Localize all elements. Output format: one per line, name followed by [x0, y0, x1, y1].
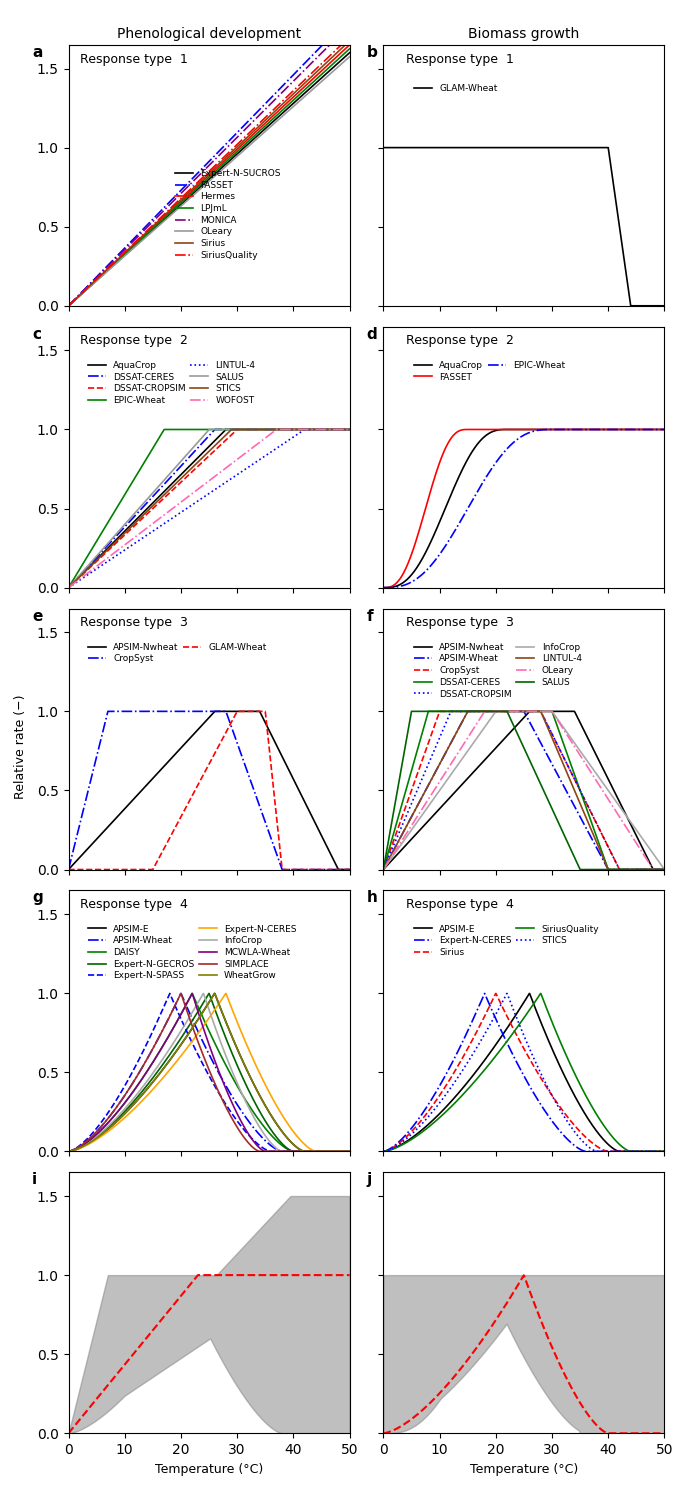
EPIC-Wheat — [408, 573, 416, 591]
GLAM-Wheat — [345, 860, 353, 878]
GLAM-Wheat — [284, 860, 292, 878]
CropSyst — [64, 860, 73, 878]
GLAM-Wheat — [289, 860, 297, 878]
CropSyst — [258, 803, 266, 821]
AquaCrop — [493, 421, 501, 439]
APSIM-Nwheat — [188, 727, 197, 745]
AquaCrop — [379, 579, 388, 597]
Text: i: i — [32, 1172, 37, 1187]
FASSET — [599, 421, 607, 439]
EPIC-Wheat — [573, 421, 581, 439]
CropSyst — [345, 860, 353, 878]
APSIM-Nwheat — [284, 760, 292, 778]
Text: Response type  4: Response type 4 — [406, 899, 514, 911]
CropSyst — [178, 702, 186, 720]
APSIM-Nwheat — [345, 860, 353, 878]
Text: j: j — [366, 1172, 372, 1187]
Text: Response type  1: Response type 1 — [79, 52, 188, 66]
Text: g: g — [32, 890, 42, 905]
Legend: AquaCrop, FASSET, EPIC-Wheat: AquaCrop, FASSET, EPIC-Wheat — [410, 357, 569, 385]
Legend: APSIM-E, Expert-N-CERES, Sirius, SiriusQuality, STICS: APSIM-E, Expert-N-CERES, Sirius, SiriusQ… — [410, 921, 603, 960]
GLAM-Wheat — [93, 860, 101, 878]
CropSyst — [188, 702, 197, 720]
CropSyst — [104, 702, 112, 720]
FASSET — [603, 421, 612, 439]
Text: Response type  2: Response type 2 — [406, 334, 514, 348]
Text: Relative rate (−): Relative rate (−) — [14, 694, 27, 799]
AquaCrop — [408, 566, 416, 584]
AquaCrop — [503, 421, 511, 439]
AquaCrop — [503, 421, 512, 439]
Line: APSIM-Nwheat: APSIM-Nwheat — [68, 711, 349, 869]
CropSyst — [284, 860, 292, 878]
AquaCrop — [573, 421, 581, 439]
FASSET — [464, 421, 472, 439]
FASSET — [503, 421, 512, 439]
CropSyst — [289, 860, 297, 878]
APSIM-Nwheat — [64, 860, 73, 878]
Text: Response type  3: Response type 3 — [406, 617, 514, 630]
FASSET — [493, 421, 501, 439]
Text: a: a — [32, 45, 42, 60]
X-axis label: Temperature (°C): Temperature (°C) — [470, 1463, 578, 1475]
Legend: APSIM-E, APSIM-Wheat, DAISY, Expert-N-GECROS, Expert-N-SPASS, Expert-N-CERES, In: APSIM-E, APSIM-Wheat, DAISY, Expert-N-GE… — [84, 921, 300, 984]
Text: Response type  3: Response type 3 — [79, 617, 188, 630]
AquaCrop — [660, 421, 669, 439]
Text: Response type  1: Response type 1 — [406, 52, 514, 66]
GLAM-Wheat — [258, 702, 266, 720]
EPIC-Wheat — [503, 439, 511, 457]
APSIM-Nwheat — [289, 769, 297, 787]
FASSET — [408, 543, 416, 561]
Legend: APSIM-Nwheat, CropSyst, GLAM-Wheat: APSIM-Nwheat, CropSyst, GLAM-Wheat — [84, 639, 271, 667]
EPIC-Wheat — [379, 579, 388, 597]
FASSET — [660, 421, 669, 439]
Legend: AquaCrop, DSSAT-CERES, DSSAT-CROPSIM, EPIC-Wheat, LINTUL-4, SALUS, STICS, WOFOST: AquaCrop, DSSAT-CERES, DSSAT-CROPSIM, EP… — [84, 357, 259, 409]
EPIC-Wheat — [548, 421, 556, 439]
Text: b: b — [366, 45, 377, 60]
FASSET — [379, 579, 388, 597]
EPIC-Wheat — [603, 421, 612, 439]
EPIC-Wheat — [660, 421, 669, 439]
AquaCrop — [603, 421, 612, 439]
Legend: Expert-N-SUCROS, FASSET, Hermes, LPJmL, MONICA, OLeary, Sirius, SiriusQuality: Expert-N-SUCROS, FASSET, Hermes, LPJmL, … — [171, 166, 284, 264]
Legend: APSIM-Nwheat, APSIM-Wheat, CropSyst, DSSAT-CERES, DSSAT-CROPSIM, InfoCrop, LINTU: APSIM-Nwheat, APSIM-Wheat, CropSyst, DSS… — [410, 639, 585, 702]
EPIC-Wheat — [493, 452, 501, 470]
GLAM-Wheat — [178, 806, 186, 824]
Text: Response type  2: Response type 2 — [79, 334, 188, 348]
Text: Response type  4: Response type 4 — [79, 899, 188, 911]
AquaCrop — [599, 421, 607, 439]
FASSET — [573, 421, 581, 439]
Line: CropSyst: CropSyst — [68, 711, 349, 869]
APSIM-Nwheat — [178, 738, 186, 755]
APSIM-Nwheat — [211, 702, 219, 720]
Line: AquaCrop: AquaCrop — [384, 430, 664, 588]
Text: c: c — [32, 327, 41, 342]
X-axis label: Temperature (°C): Temperature (°C) — [155, 1463, 263, 1475]
GLAM-Wheat — [233, 702, 241, 720]
APSIM-Nwheat — [93, 830, 101, 848]
Text: d: d — [366, 327, 377, 342]
EPIC-Wheat — [599, 421, 607, 439]
Line: EPIC-Wheat: EPIC-Wheat — [384, 430, 664, 588]
Text: e: e — [32, 609, 42, 624]
GLAM-Wheat — [188, 787, 197, 805]
Text: h: h — [366, 890, 377, 905]
APSIM-Nwheat — [258, 706, 266, 724]
Line: FASSET: FASSET — [384, 430, 664, 588]
Title: Biomass growth: Biomass growth — [469, 27, 580, 40]
GLAM-Wheat — [64, 860, 73, 878]
Text: f: f — [366, 609, 373, 624]
CropSyst — [93, 745, 101, 763]
Line: GLAM-Wheat: GLAM-Wheat — [68, 711, 349, 869]
Legend: GLAM-Wheat: GLAM-Wheat — [410, 81, 501, 97]
Title: Phenological development: Phenological development — [117, 27, 301, 40]
